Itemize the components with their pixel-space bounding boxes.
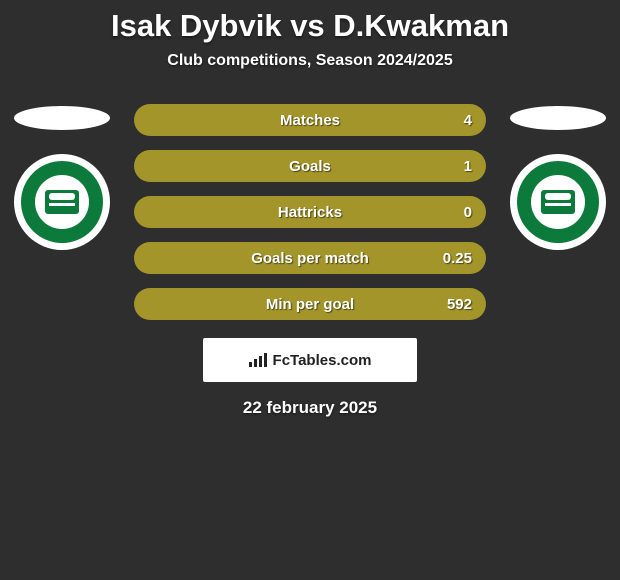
stat-bar-goals-per-match: Goals per match 0.25 (134, 242, 486, 274)
body-row: Matches 4 Goals 1 Hattricks 0 Goals per … (0, 104, 620, 320)
stat-label: Goals (289, 158, 331, 175)
stat-label: Matches (280, 112, 340, 129)
comparison-infographic: Isak Dybvik vs D.Kwakman Club competitio… (0, 0, 620, 418)
stat-bar-matches: Matches 4 (134, 104, 486, 136)
stat-bar-min-per-goal: Min per goal 592 (134, 288, 486, 320)
right-country-flag (510, 106, 606, 130)
right-player-col (504, 104, 612, 250)
left-player-col (8, 104, 116, 250)
stat-bar-hattricks: Hattricks 0 (134, 196, 486, 228)
stats-column: Matches 4 Goals 1 Hattricks 0 Goals per … (116, 104, 504, 320)
stat-right-value: 1 (464, 158, 472, 175)
stat-label: Goals per match (251, 250, 369, 267)
source-badge: FcTables.com (203, 338, 417, 382)
page-subtitle: Club competitions, Season 2024/2025 (0, 52, 620, 70)
source-text: FcTables.com (273, 352, 372, 369)
stat-label: Min per goal (266, 296, 354, 313)
stat-right-value: 592 (447, 296, 472, 313)
right-club-badge (510, 154, 606, 250)
stat-right-value: 4 (464, 112, 472, 129)
page-title: Isak Dybvik vs D.Kwakman (0, 8, 620, 44)
stat-right-value: 0.25 (443, 250, 472, 267)
bars-icon (249, 353, 267, 367)
stat-right-value: 0 (464, 204, 472, 221)
left-country-flag (14, 106, 110, 130)
stat-bar-goals: Goals 1 (134, 150, 486, 182)
date-line: 22 february 2025 (0, 398, 620, 418)
left-club-badge (14, 154, 110, 250)
stat-label: Hattricks (278, 204, 342, 221)
